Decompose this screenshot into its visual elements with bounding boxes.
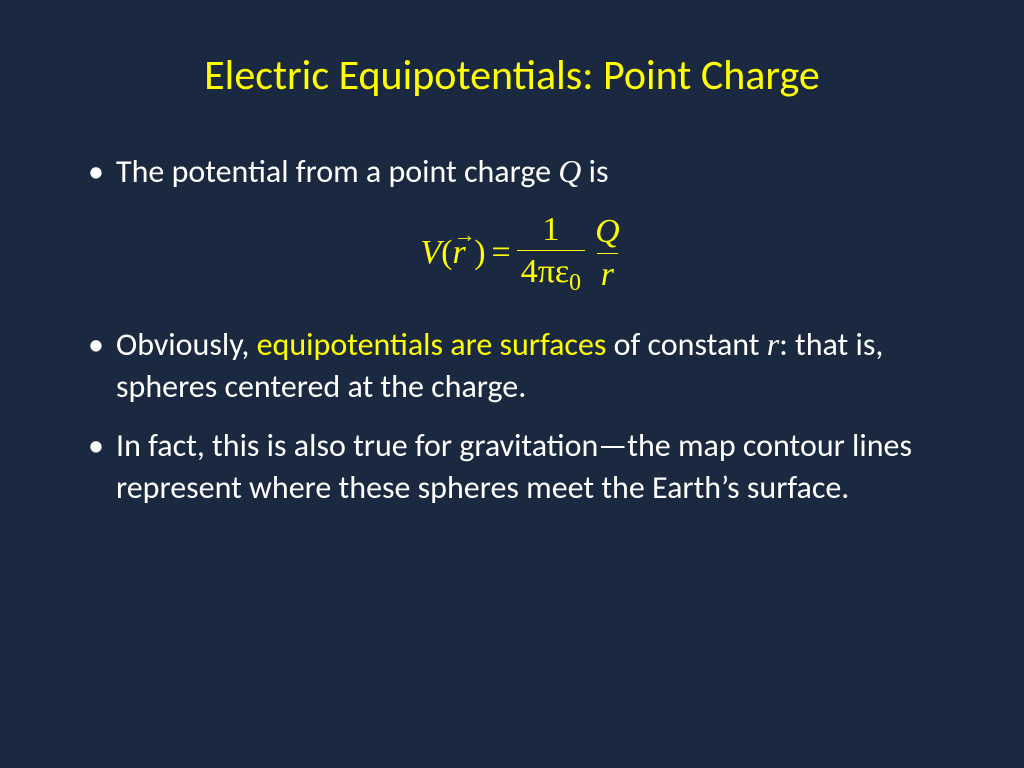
bullet-2-mid: of constant xyxy=(606,325,766,364)
eq-frac1: 1 4πε0 xyxy=(517,211,585,296)
bullet-2: Obviously, equipotentials are surfaces o… xyxy=(80,324,964,407)
bullet-1-text-pre: The potential from a point charge xyxy=(116,152,558,191)
bullet-1: The potential from a point charge Q is xyxy=(80,151,964,193)
eq-4pe: 4πε xyxy=(521,253,569,290)
bullet-2-var-r: r xyxy=(767,326,779,362)
eq-frac1-den: 4πε0 xyxy=(517,250,585,296)
bullet-2-pre: Obviously, xyxy=(116,325,257,364)
bullet-1-text-post: is xyxy=(581,152,608,191)
bullet-2-highlight: equipotentials are surfaces xyxy=(257,325,607,364)
eq-frac2-num: Q xyxy=(591,213,624,252)
eq-frac2: Q r xyxy=(591,213,624,293)
eq-equals: = xyxy=(492,234,511,272)
bullet-3: In fact, this is also true for gravitati… xyxy=(80,425,964,508)
eq-V: V xyxy=(420,234,441,271)
eq-frac2-den: r xyxy=(597,253,618,293)
bullet-1-var-q: Q xyxy=(558,153,581,189)
equation: V(r ) = 1 4πε0 Q r xyxy=(80,211,964,296)
eq-lhs: V(r ) xyxy=(420,234,485,272)
eq-frac1-num: 1 xyxy=(538,211,563,250)
eq-sub0: 0 xyxy=(569,270,581,296)
eq-r-vec: r xyxy=(452,234,465,272)
slide-body: The potential from a point charge Q is V… xyxy=(60,151,964,508)
slide-title: Electric Equipotentials: Point Charge xyxy=(60,50,964,101)
